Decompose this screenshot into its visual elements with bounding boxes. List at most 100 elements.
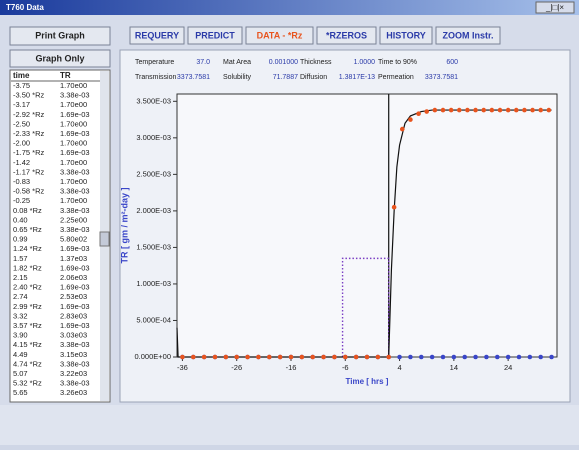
table-cell: 3.90 — [13, 331, 28, 340]
toolbar-label[interactable]: DATA - *Rz — [257, 30, 303, 40]
data-point — [538, 354, 544, 360]
table-cell: 3.22e03 — [60, 369, 87, 378]
plot-area — [176, 93, 558, 358]
data-point — [391, 204, 397, 210]
table-cell: 3.38e-03 — [60, 340, 90, 349]
data-point — [256, 354, 261, 360]
print-button[interactable] — [9, 26, 111, 46]
data-point — [424, 109, 430, 114]
data-point — [440, 354, 446, 360]
y-tick-label: 1.500E-03 — [136, 242, 171, 251]
table-cell: 0.08 *Rz — [13, 206, 42, 215]
window-title: T760 Data — [6, 3, 44, 12]
data-point — [399, 126, 405, 132]
table-cell: 1.37e03 — [60, 254, 87, 263]
table-cell: 4.49 — [13, 350, 28, 359]
data-point — [497, 107, 503, 113]
toolbar-label[interactable]: PREDICT — [195, 30, 235, 40]
table-cell: 2.99 *Rz — [13, 302, 42, 311]
data-point — [408, 354, 413, 360]
data-point — [505, 107, 511, 113]
table-header: TR — [60, 71, 71, 80]
toolbar-button[interactable] — [435, 26, 501, 45]
y-axis-label: TR [ gm / m²-day ] — [119, 187, 129, 263]
info-label: Solubility — [223, 74, 252, 81]
table-cell: -0.25 — [13, 196, 30, 205]
graph-only-label[interactable]: Graph Only — [35, 53, 84, 63]
data-point — [451, 354, 457, 360]
toolbar-label[interactable]: HISTORY — [386, 30, 426, 40]
table-cell: 3.38e-03 — [60, 379, 90, 388]
table-cell: -3.50 *Rz — [13, 91, 45, 100]
toolbar-label[interactable]: *RZEROS — [326, 30, 367, 40]
info-label: Thickness — [300, 59, 332, 66]
status-area — [0, 405, 579, 445]
data-table — [9, 69, 111, 403]
table-cell: 1.69e-03 — [60, 263, 90, 272]
x-tick-label: -36 — [177, 363, 188, 372]
toolbar-label[interactable]: ZOOM Instr. — [442, 30, 493, 40]
table-cell: -3.17 — [13, 100, 30, 109]
print-label[interactable]: Print Graph — [35, 30, 85, 40]
table-cell: -0.58 *Rz — [13, 187, 45, 196]
table-cell: 3.57 *Rz — [13, 321, 42, 330]
table-cell: 3.38e-03 — [60, 91, 90, 100]
table-cell: 3.32 — [13, 311, 28, 320]
table-cell: 5.32 *Rz — [13, 379, 42, 388]
data-point — [538, 107, 544, 113]
table-cell: 4.74 *Rz — [13, 359, 42, 368]
data-point — [546, 107, 552, 113]
data-point — [397, 354, 402, 360]
table-cell: 1.70e00 — [60, 158, 87, 167]
toolbar-button[interactable] — [316, 26, 377, 45]
table-cell: 2.25e00 — [60, 215, 87, 224]
table-cell: 2.53e03 — [60, 292, 87, 301]
table-cell: -1.17 *Rz — [13, 167, 45, 176]
graph-only-button[interactable] — [9, 49, 111, 68]
info-value: 3373.7581 — [425, 74, 458, 81]
table-cell: 1.70e00 — [60, 196, 87, 205]
table-cell: 1.70e00 — [60, 139, 87, 148]
data-point — [473, 354, 478, 360]
table-cell: 3.38e-03 — [60, 359, 90, 368]
table-cell: -0.83 — [13, 177, 30, 186]
data-point — [432, 107, 438, 113]
table-cell: 1.24 *Rz — [13, 244, 42, 253]
table-cell: 2.83e03 — [60, 311, 87, 320]
data-point — [418, 354, 424, 360]
table-cell: 3.38e-03 — [60, 225, 90, 234]
table-cell: 2.06e03 — [60, 273, 87, 282]
data-point — [456, 107, 462, 113]
toolbar-button[interactable] — [379, 26, 433, 45]
table-cell: 1.70e00 — [60, 81, 87, 90]
table-cell: -2.00 — [13, 139, 30, 148]
y-tick-label: 2.000E-03 — [136, 206, 171, 215]
scroll-thumb[interactable] — [99, 231, 110, 247]
data-point — [234, 354, 240, 360]
data-point — [429, 354, 435, 360]
step-line — [341, 257, 390, 357]
info-label: Diffusion — [300, 74, 327, 81]
y-tick-label: 5.000E-04 — [136, 315, 171, 324]
data-point — [513, 107, 519, 113]
table-cell: -3.75 — [13, 81, 30, 90]
title-bar — [0, 0, 579, 15]
info-value: 1.0000 — [354, 59, 376, 66]
data-point — [353, 354, 359, 360]
toolbar-button[interactable] — [129, 26, 185, 45]
info-value: 3373.7581 — [177, 74, 210, 81]
table-cell: 1.69e-03 — [60, 110, 90, 119]
table-header: time — [13, 71, 30, 80]
table-cell: 2.40 *Rz — [13, 283, 42, 292]
window-controls[interactable]: _|□|× — [545, 3, 564, 12]
toolbar-button[interactable] — [187, 26, 243, 45]
toolbar-button[interactable] — [245, 26, 314, 45]
window-controls-box[interactable] — [535, 1, 575, 14]
table-cell: 3.15e03 — [60, 350, 87, 359]
data-point — [484, 354, 489, 360]
table-cell: 3.38e-03 — [60, 167, 90, 176]
data-point — [342, 354, 348, 360]
table-cell: 3.38e-03 — [60, 206, 90, 215]
info-value: 71.7887 — [273, 74, 298, 81]
toolbar-label[interactable]: REQUERY — [135, 30, 179, 40]
